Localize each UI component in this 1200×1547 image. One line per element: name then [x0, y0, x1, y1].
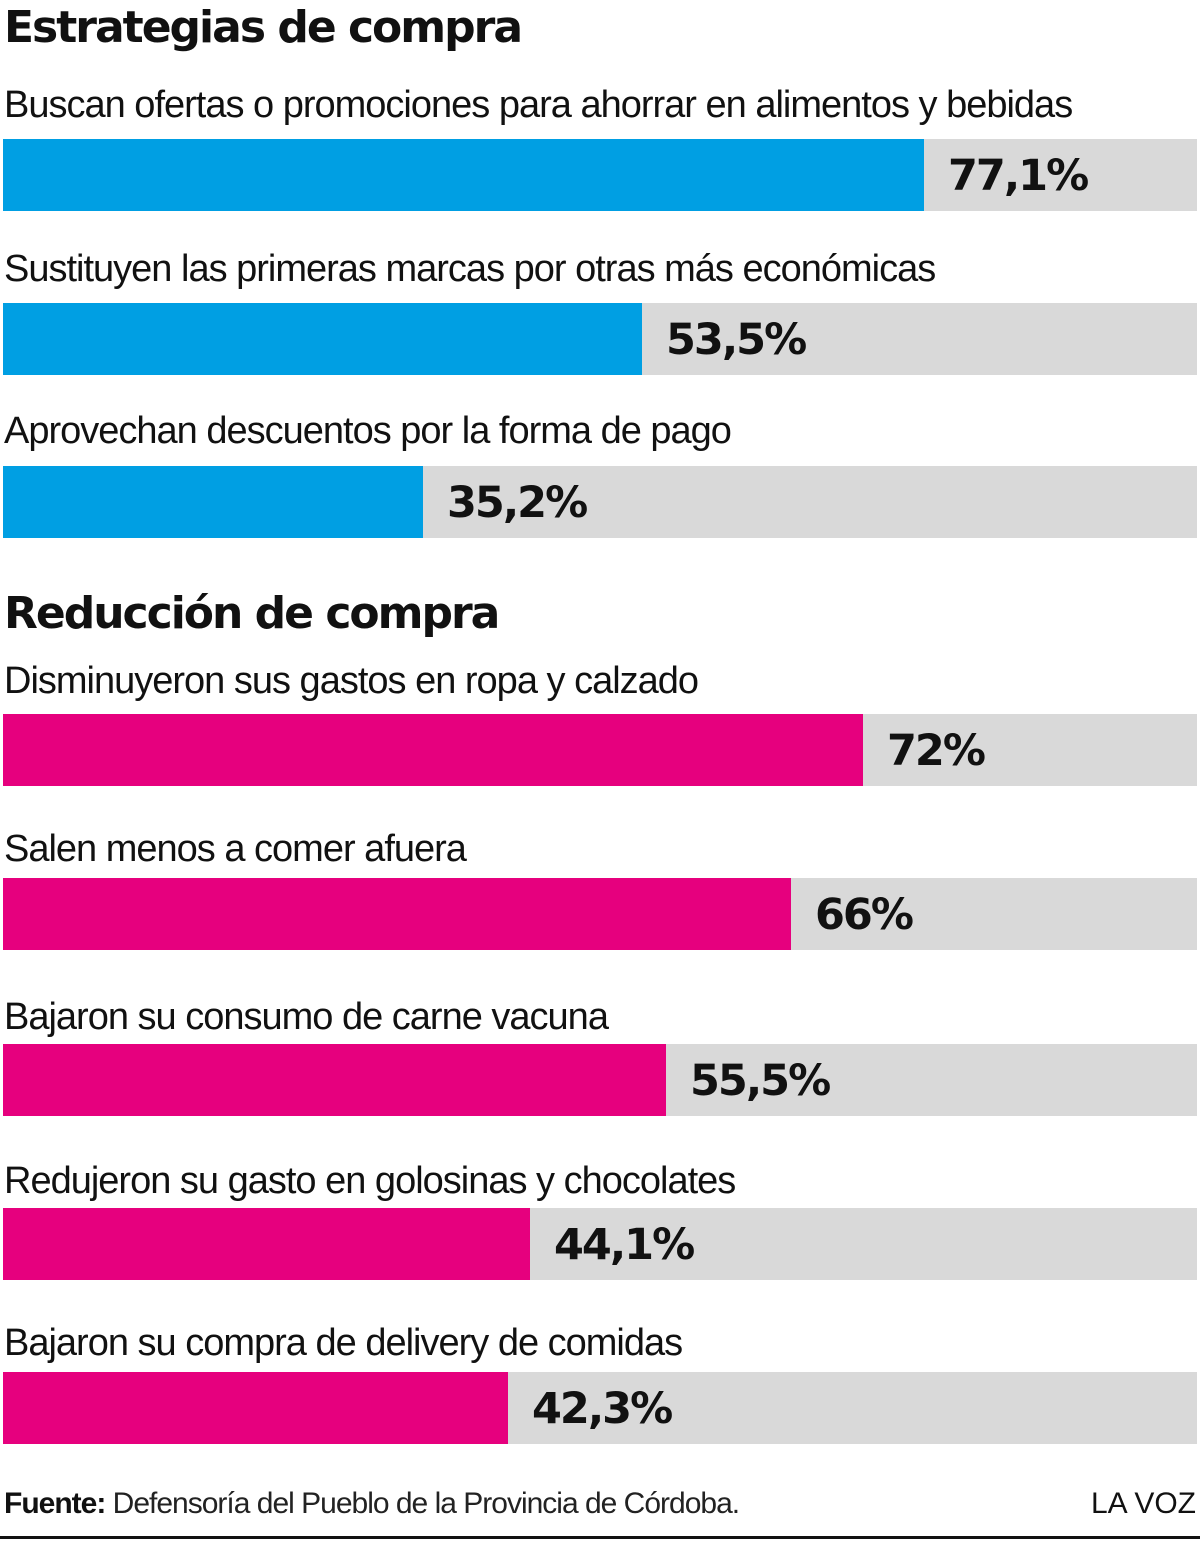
category-label: Bajaron su consumo de carne vacuna	[4, 996, 609, 1038]
source-text: Defensoría del Pueblo de la Provincia de…	[112, 1487, 740, 1520]
bar-value-label: 42,3%	[532, 1384, 673, 1434]
bar-track: 72%	[3, 714, 1197, 786]
section-title-strategies: Estrategias de compra	[4, 2, 523, 53]
bar-value-label: 53,5%	[666, 315, 807, 365]
bar-track: 66%	[3, 878, 1197, 950]
bar-value-label: 35,2%	[447, 478, 588, 528]
bar	[3, 1372, 508, 1444]
bar	[3, 878, 791, 950]
bar-track: 35,2%	[3, 466, 1197, 538]
bar-track: 53,5%	[3, 303, 1197, 375]
bar	[3, 139, 924, 211]
bar	[3, 714, 863, 786]
bar-value-label: 72%	[887, 726, 986, 776]
bottom-rule	[0, 1536, 1200, 1539]
bar	[3, 303, 642, 375]
bar-track: 44,1%	[3, 1208, 1197, 1280]
bar	[3, 1044, 666, 1116]
source-note: Fuente: Defensoría del Pueblo de la Prov…	[4, 1487, 740, 1521]
bar	[3, 1208, 530, 1280]
category-label: Salen menos a comer afuera	[4, 828, 467, 870]
bar-value-label: 66%	[815, 890, 914, 940]
bar-track: 42,3%	[3, 1372, 1197, 1444]
bar-value-label: 77,1%	[948, 151, 1089, 201]
bar-track: 55,5%	[3, 1044, 1197, 1116]
category-label: Sustituyen las primeras marcas por otras…	[4, 248, 936, 290]
category-label: Redujeron su gasto en golosinas y chocol…	[4, 1160, 736, 1202]
bar-value-label: 55,5%	[690, 1056, 831, 1106]
brand-logo: LA VOZ	[1090, 1487, 1196, 1520]
category-label: Buscan ofertas o promociones para ahorra…	[4, 84, 1073, 126]
bar-track: 77,1%	[3, 139, 1197, 211]
category-label: Aprovechan descuentos por la forma de pa…	[4, 410, 732, 452]
category-label: Disminuyeron sus gastos en ropa y calzad…	[4, 660, 699, 702]
category-label: Bajaron su compra de delivery de comidas	[4, 1322, 683, 1364]
section-title-reduction: Reducción de compra	[4, 588, 500, 639]
bar-value-label: 44,1%	[554, 1220, 695, 1270]
bar	[3, 466, 423, 538]
source-label: Fuente:	[4, 1487, 106, 1520]
